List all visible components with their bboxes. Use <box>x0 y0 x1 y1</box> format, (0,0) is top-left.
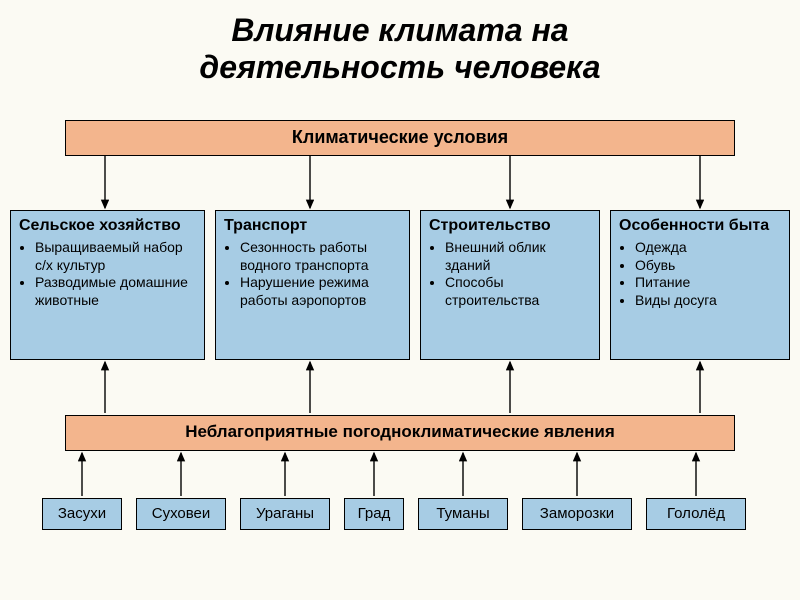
adverse-phenomena-label: Неблагоприятные погодноклиматические явл… <box>185 422 615 441</box>
category-title: Сельское хозяйство <box>19 217 196 235</box>
phenomenon-label: Град <box>358 505 391 522</box>
category-list: Сезонность работы водного транспорта Нар… <box>224 239 401 309</box>
title-line1: Влияние климата на <box>231 12 568 48</box>
list-item: Внешний облик зданий <box>445 239 591 274</box>
category-title: Транспорт <box>224 217 401 235</box>
phenomenon-label: Гололёд <box>667 505 725 522</box>
category-list: Выращиваемый набор с/х культур Разводимы… <box>19 239 196 309</box>
phenomenon-label: Туманы <box>436 505 489 522</box>
phenomenon-box: Заморозки <box>522 498 632 530</box>
list-item: Виды досуга <box>635 292 781 310</box>
climate-conditions-header: Климатические условия <box>65 120 735 156</box>
list-item: Одежда <box>635 239 781 257</box>
category-list: Одежда Обувь Питание Виды досуга <box>619 239 781 309</box>
phenomenon-box: Ураганы <box>240 498 330 530</box>
list-item: Способы строительства <box>445 274 591 309</box>
category-title: Особенности быта <box>619 217 781 235</box>
category-transport: Транспорт Сезонность работы водного тран… <box>215 210 410 360</box>
phenomenon-box: Суховеи <box>136 498 226 530</box>
category-list: Внешний облик зданий Способы строительст… <box>429 239 591 309</box>
phenomenon-label: Заморозки <box>540 505 614 522</box>
category-title: Строительство <box>429 217 591 235</box>
phenomenon-label: Суховеи <box>152 505 211 522</box>
phenomenon-box: Туманы <box>418 498 508 530</box>
category-agriculture: Сельское хозяйство Выращиваемый набор с/… <box>10 210 205 360</box>
diagram-title: Влияние климата на деятельность человека <box>0 12 800 86</box>
phenomenon-label: Засухи <box>58 505 106 522</box>
list-item: Выращиваемый набор с/х культур <box>35 239 196 274</box>
category-construction: Строительство Внешний облик зданий Спосо… <box>420 210 600 360</box>
phenomenon-label: Ураганы <box>256 505 314 522</box>
list-item: Нарушение режима работы аэропортов <box>240 274 401 309</box>
phenomenon-box: Град <box>344 498 404 530</box>
title-line2: деятельность человека <box>199 49 600 85</box>
category-lifestyle: Особенности быта Одежда Обувь Питание Ви… <box>610 210 790 360</box>
phenomenon-box: Засухи <box>42 498 122 530</box>
phenomenon-box: Гололёд <box>646 498 746 530</box>
list-item: Обувь <box>635 257 781 275</box>
list-item: Питание <box>635 274 781 292</box>
climate-conditions-label: Климатические условия <box>292 127 508 147</box>
adverse-phenomena-header: Неблагоприятные погодноклиматические явл… <box>65 415 735 451</box>
list-item: Сезонность работы водного транспорта <box>240 239 401 274</box>
list-item: Разводимые домашние животные <box>35 274 196 309</box>
